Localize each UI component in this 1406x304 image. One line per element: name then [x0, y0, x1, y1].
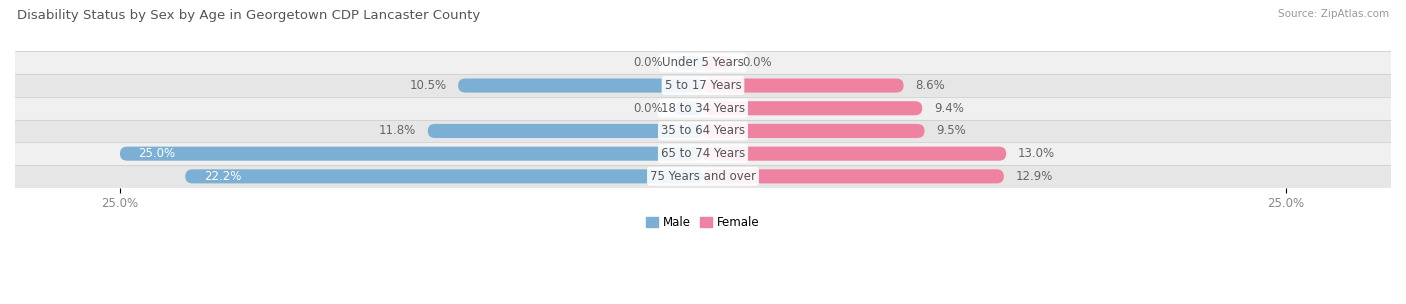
- Text: 9.5%: 9.5%: [936, 124, 966, 137]
- FancyBboxPatch shape: [427, 124, 703, 138]
- Bar: [15, 119, 1391, 142]
- Text: 10.5%: 10.5%: [409, 79, 447, 92]
- Text: 8.6%: 8.6%: [915, 79, 945, 92]
- FancyBboxPatch shape: [703, 78, 904, 93]
- Bar: [15, 74, 1391, 97]
- Text: 25.0%: 25.0%: [139, 147, 176, 160]
- FancyBboxPatch shape: [186, 169, 703, 183]
- Text: 9.4%: 9.4%: [934, 102, 963, 115]
- Text: Disability Status by Sex by Age in Georgetown CDP Lancaster County: Disability Status by Sex by Age in Georg…: [17, 9, 479, 22]
- Text: Under 5 Years: Under 5 Years: [662, 56, 744, 69]
- Text: 0.0%: 0.0%: [634, 102, 664, 115]
- FancyBboxPatch shape: [703, 169, 1004, 183]
- Text: 75 Years and over: 75 Years and over: [650, 170, 756, 183]
- FancyBboxPatch shape: [675, 56, 703, 70]
- Bar: [15, 142, 1391, 165]
- Text: 12.9%: 12.9%: [1015, 170, 1053, 183]
- FancyBboxPatch shape: [458, 78, 703, 93]
- FancyBboxPatch shape: [675, 101, 703, 115]
- Text: 35 to 64 Years: 35 to 64 Years: [661, 124, 745, 137]
- Text: 65 to 74 Years: 65 to 74 Years: [661, 147, 745, 160]
- Text: 5 to 17 Years: 5 to 17 Years: [665, 79, 741, 92]
- Text: 0.0%: 0.0%: [742, 56, 772, 69]
- Text: 0.0%: 0.0%: [634, 56, 664, 69]
- Bar: [15, 165, 1391, 188]
- FancyBboxPatch shape: [703, 147, 1007, 161]
- FancyBboxPatch shape: [703, 101, 922, 115]
- FancyBboxPatch shape: [703, 56, 731, 70]
- Text: 13.0%: 13.0%: [1018, 147, 1054, 160]
- FancyBboxPatch shape: [703, 124, 925, 138]
- Bar: [15, 51, 1391, 74]
- Text: Source: ZipAtlas.com: Source: ZipAtlas.com: [1278, 9, 1389, 19]
- Text: 18 to 34 Years: 18 to 34 Years: [661, 102, 745, 115]
- Legend: Male, Female: Male, Female: [641, 211, 765, 233]
- Text: 11.8%: 11.8%: [378, 124, 416, 137]
- Bar: [15, 97, 1391, 119]
- FancyBboxPatch shape: [120, 147, 703, 161]
- Text: 22.2%: 22.2%: [204, 170, 242, 183]
